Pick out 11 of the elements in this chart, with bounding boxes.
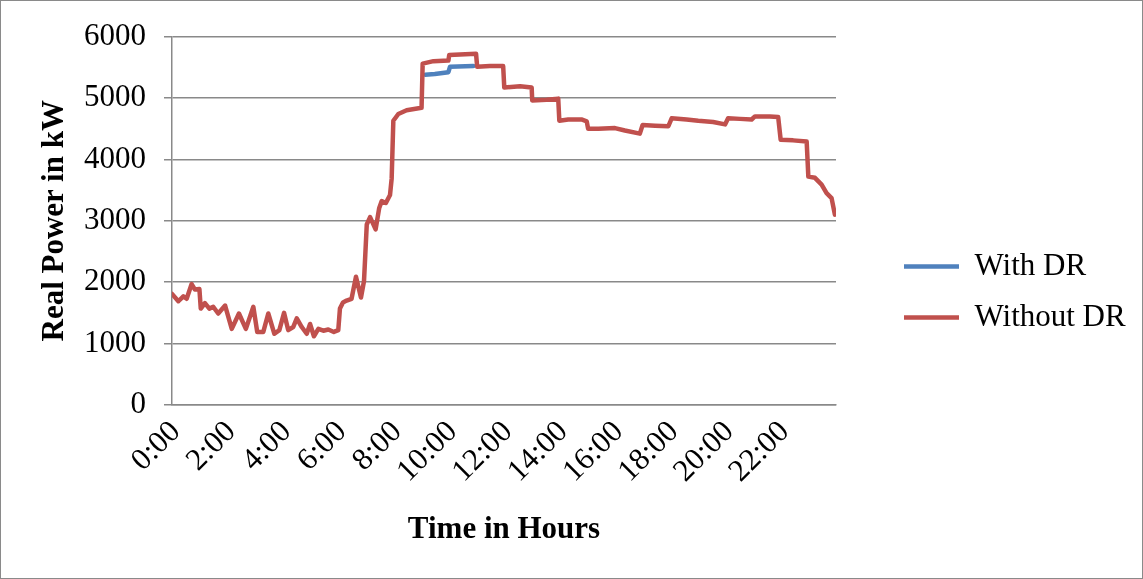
y-tick-label: 6000 bbox=[84, 16, 146, 52]
y-tick-label: 3000 bbox=[84, 200, 146, 236]
legend-label: Without DR bbox=[974, 297, 1126, 333]
y-tick-label: 5000 bbox=[84, 78, 146, 114]
y-tick-label: 0 bbox=[130, 385, 146, 421]
x-axis-title: Time in Hours bbox=[407, 510, 601, 546]
y-tick-label: 1000 bbox=[84, 323, 146, 359]
legend-label: With DR bbox=[974, 246, 1087, 282]
y-tick-label: 4000 bbox=[84, 139, 146, 175]
y-axis-title: Real Power in kW bbox=[34, 100, 70, 342]
y-tick-label: 2000 bbox=[84, 262, 146, 298]
